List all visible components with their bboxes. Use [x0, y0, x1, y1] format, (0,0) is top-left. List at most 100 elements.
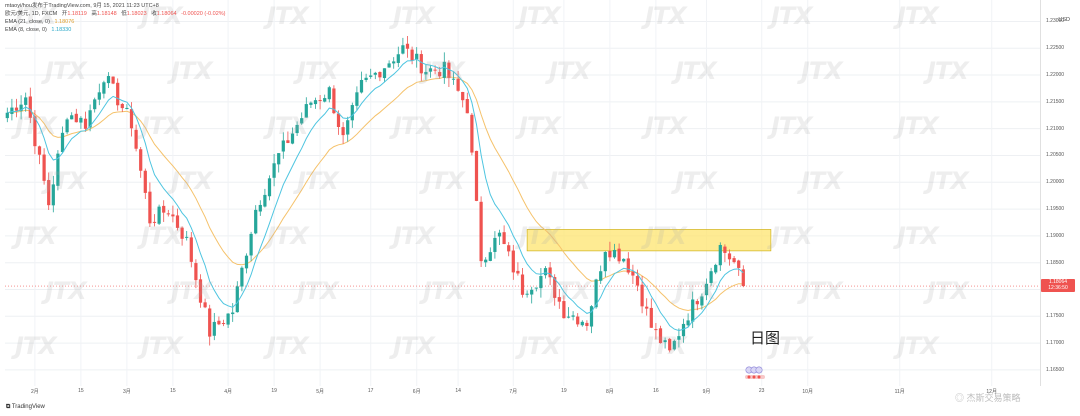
x-tick-label: 23	[758, 388, 765, 394]
candle-body	[139, 149, 143, 171]
candle-body	[548, 267, 552, 278]
candle-body	[42, 154, 46, 181]
candle-body	[309, 102, 313, 105]
candle-body	[180, 227, 184, 239]
candle-body	[19, 104, 23, 111]
watermark-logo: JTX	[297, 57, 339, 85]
candle-body	[79, 117, 83, 123]
candle-body	[212, 321, 216, 336]
candle-body	[580, 321, 584, 326]
candle-body	[438, 71, 442, 77]
candle-body	[47, 180, 51, 206]
y-tick-label: 1.17500	[1046, 313, 1065, 320]
candle-body	[378, 72, 382, 78]
candle-body	[562, 301, 566, 319]
y-tick-label: 1.17000	[1046, 340, 1065, 347]
watermark-logo: JTX	[645, 222, 687, 250]
watermark-logo: JTX	[297, 277, 339, 305]
watermark-logo: JTX	[927, 277, 969, 305]
watermark-logo: JTX	[15, 2, 57, 30]
candle-body	[332, 88, 336, 114]
candle-body	[488, 252, 492, 261]
candle-body	[267, 178, 272, 197]
countdown-value: 12:36:50	[1048, 285, 1068, 291]
watermark-logo: JTX	[423, 167, 465, 195]
tradingview-logo[interactable]: ⧉ TradingView	[6, 404, 45, 411]
watermark-logo: JTX	[423, 57, 465, 85]
candle-body	[465, 99, 469, 114]
candle-body	[120, 103, 124, 109]
candle-body	[640, 284, 644, 307]
candle-body	[663, 340, 667, 343]
candle-body	[539, 276, 543, 289]
candle-body	[341, 127, 345, 136]
candle-body	[704, 283, 709, 296]
ema21-legend[interactable]: EMA (21, close, 0) 1.18076	[5, 19, 74, 26]
candle-body	[387, 63, 391, 68]
watermark-logo: JTX	[645, 112, 687, 140]
last-price-badge: 1.18064 12:36:50	[1041, 279, 1075, 292]
price-scale-border	[1040, 0, 1041, 386]
candle-body	[369, 75, 373, 77]
candle-body	[741, 269, 745, 287]
candle-body	[714, 264, 718, 273]
candle-body	[295, 124, 299, 134]
candle-body	[373, 72, 377, 75]
candle-body	[189, 237, 193, 262]
watermark-logo: JTX	[45, 277, 87, 305]
candle-body	[286, 140, 290, 143]
candle-body	[474, 150, 479, 201]
candle-body	[254, 209, 258, 234]
watermark-logo: JTX	[519, 112, 561, 140]
candle-body	[175, 215, 180, 228]
candle-body	[240, 267, 244, 287]
candle-body	[97, 92, 101, 100]
x-tick-label: 12月	[986, 389, 997, 395]
candle-body	[672, 340, 676, 350]
candle-body	[208, 308, 212, 337]
candle-body	[125, 107, 129, 110]
candle-body	[681, 323, 686, 337]
watermark-logo: JTX	[771, 222, 813, 250]
x-tick-label: 11月	[894, 389, 905, 395]
candle-body	[350, 105, 354, 121]
watermark-logo: JTX	[15, 332, 57, 360]
watermark-logo: JTX	[45, 167, 87, 195]
candle-body	[157, 206, 161, 224]
watermark-caption: ◎ 杰斯交易策略	[955, 393, 1021, 403]
watermark-logo: JTX	[549, 167, 591, 195]
watermark-logo: JTX	[801, 167, 843, 195]
x-tick-label: 14	[455, 388, 461, 394]
candle-body	[419, 54, 423, 74]
candle-body	[686, 320, 690, 326]
watermark-logo: JTX	[897, 2, 939, 30]
candle-body	[507, 245, 511, 252]
candle-body	[83, 118, 88, 129]
candle-body	[336, 113, 341, 127]
event-icons[interactable]	[743, 365, 769, 381]
candle-body	[134, 129, 138, 149]
candle-body	[14, 107, 19, 111]
high-label: 高	[91, 11, 97, 17]
header-line: mtaoyi/hou发布于TradingView.com, 9月 15, 202…	[5, 3, 159, 10]
header-ohlc: 欧元/美元, 1D, FXCM 开1.18119 高1.18148 低1.180…	[5, 11, 225, 18]
watermark-logo: JTX	[393, 222, 435, 250]
candle-body	[346, 120, 350, 135]
candle-body	[433, 69, 437, 71]
watermark-logo: JTX	[549, 277, 591, 305]
candle-body	[152, 221, 157, 223]
candle-body	[626, 258, 630, 273]
candle-body	[33, 116, 37, 147]
candle-body	[106, 76, 111, 84]
x-tick-label: 10月	[802, 389, 813, 395]
candle-body	[300, 118, 304, 124]
candle-body	[60, 132, 65, 153]
watermark-logo: JTX	[549, 57, 591, 85]
watermark-logo: JTX	[141, 222, 183, 250]
candle-body	[530, 289, 534, 295]
candle-body	[622, 258, 626, 262]
candle-body	[700, 296, 704, 306]
ema8-legend[interactable]: EMA (8, close, 0) 1.18330	[5, 27, 71, 34]
ema8-line	[7, 58, 744, 332]
